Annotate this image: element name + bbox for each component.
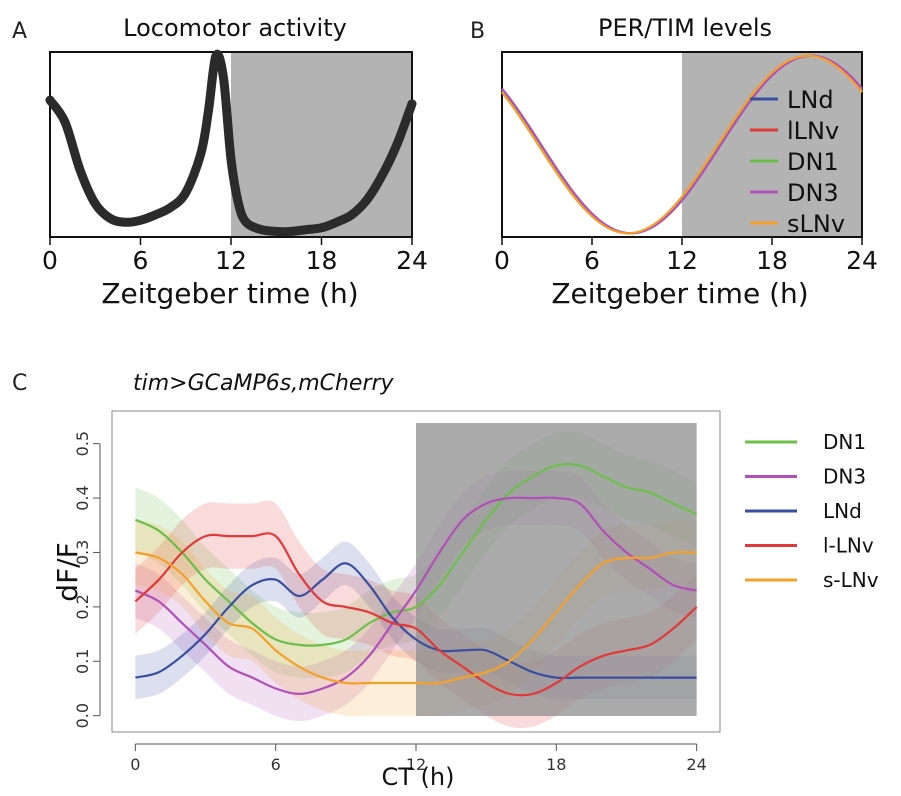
panel-c-confidence-band-DN3 bbox=[135, 470, 697, 722]
panel-c-legend-label: DN3 bbox=[823, 465, 866, 489]
panel-c-letter: C bbox=[12, 371, 27, 396]
panel-c-series-line-l-LNv bbox=[134, 532, 698, 697]
panel-c-legend-label: LNd bbox=[823, 499, 862, 523]
panel-b-xtick-label: 12 bbox=[666, 246, 698, 275]
panel-a-letter: A bbox=[12, 19, 27, 44]
panel-b-xtick-label: 18 bbox=[756, 246, 788, 275]
panel-b-legend-label: lLNv bbox=[787, 117, 839, 145]
panel-c-ytick-label: 0.3 bbox=[73, 540, 92, 565]
panel-c-xtick-label: 6 bbox=[271, 755, 281, 774]
panel-a-xtick-label: 0 bbox=[42, 246, 58, 275]
panel-c-series-line-s-LNv bbox=[135, 551, 697, 685]
panel-c-confidence-band-s-LNv bbox=[135, 519, 697, 717]
panel-a-xlabel: Zeitgeber time (h) bbox=[101, 277, 358, 310]
panel-c-title: tim>GCaMP6s,mCherry bbox=[133, 371, 395, 396]
panel-b-legend-label: DN3 bbox=[787, 179, 839, 207]
panel-c: C tim>GCaMP6s,mCherry 0 6 12 18 24 0.0 0.1 0.2 0… bbox=[12, 371, 879, 791]
panel-c-legend-label: DN1 bbox=[823, 430, 866, 454]
panel-b-title: PER/TIM levels bbox=[598, 14, 772, 42]
panel-c-ytick-label: 0.2 bbox=[73, 594, 92, 619]
panel-c-series-line-DN1 bbox=[134, 462, 698, 647]
panel-c-series-line-DN3 bbox=[134, 496, 697, 696]
panel-b-series-line-sLNv bbox=[501, 54, 863, 235]
panel-c-ytick-label: 0.4 bbox=[73, 485, 92, 510]
panel-b-xtick-label: 0 bbox=[494, 246, 510, 275]
panel-b-legend-label: LNd bbox=[787, 86, 834, 114]
panel-c-plot-frame bbox=[111, 410, 721, 733]
panel-b-legend-label: DN1 bbox=[787, 148, 839, 176]
panel-a-xtick-label: 18 bbox=[306, 246, 338, 275]
panel-c-legend-label: s-LNv bbox=[823, 568, 879, 592]
panel-c-xtick-label: 18 bbox=[546, 755, 566, 774]
panel-c-xtick-label: 24 bbox=[686, 755, 706, 774]
panel-c-xtick-label: 12 bbox=[406, 755, 426, 774]
panel-b-xtick-label: 24 bbox=[846, 246, 878, 275]
panel-c-series-line-LNd bbox=[135, 562, 697, 680]
panel-b: B PER/TIM levels LNd lLNv DN1 DN3 sLNv 0 6 12 1… bbox=[470, 14, 878, 310]
panel-b-xtick-label: 6 bbox=[584, 246, 600, 275]
panel-a-title: Locomotor activity bbox=[123, 14, 347, 42]
panel-c-ytick-label: 0.1 bbox=[73, 649, 92, 674]
panel-c-dark-phase bbox=[416, 423, 697, 716]
panel-c-ytick-label: 0.5 bbox=[73, 431, 92, 456]
panel-b-xlabel: Zeitgeber time (h) bbox=[551, 277, 808, 310]
panel-c-xtick-label: 0 bbox=[130, 755, 140, 774]
panel-c-ylabel: dF/F bbox=[51, 542, 84, 601]
panel-a-xtick-label: 24 bbox=[396, 246, 428, 275]
panel-a-xtick-label: 12 bbox=[215, 246, 247, 275]
panel-a-dark-phase bbox=[231, 52, 412, 237]
panel-a: A Locomotor activity 0 6 12 18 24 Zeitgeber … bbox=[12, 14, 428, 310]
panel-c-ytick-label: 0.0 bbox=[73, 703, 92, 728]
panel-b-dark-phase bbox=[682, 52, 862, 237]
panel-c-xlabel: CT (h) bbox=[382, 763, 455, 791]
panel-b-letter: B bbox=[470, 19, 485, 44]
panel-c-legend-label: l-LNv bbox=[823, 534, 874, 558]
panel-a-xtick-label: 6 bbox=[133, 246, 149, 275]
panel-b-legend-label: sLNv bbox=[787, 210, 845, 238]
panel-a-activity-line bbox=[45, 49, 417, 237]
